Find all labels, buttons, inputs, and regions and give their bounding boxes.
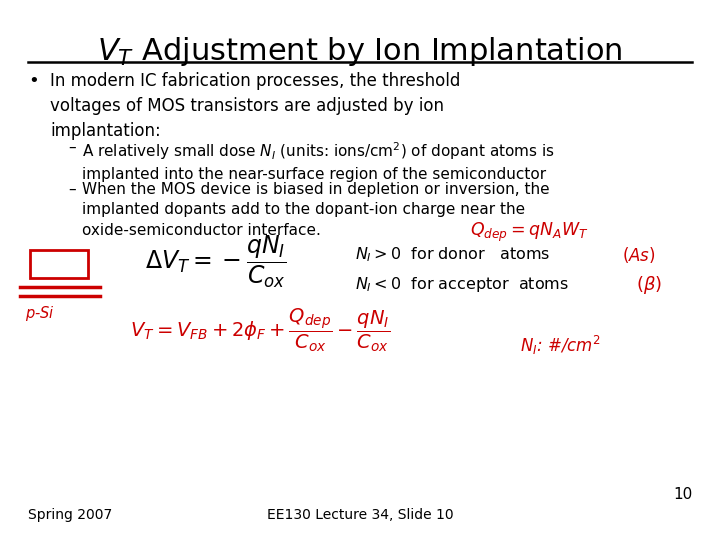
Text: $\it{V}_T$ Adjustment by Ion Implantation: $\it{V}_T$ Adjustment by Ion Implantatio… <box>97 35 623 68</box>
Text: In modern IC fabrication processes, the threshold
voltages of MOS transistors ar: In modern IC fabrication processes, the … <box>50 72 460 140</box>
Text: $N_I > 0$  for donor   atoms: $N_I > 0$ for donor atoms <box>355 246 551 265</box>
Text: –: – <box>68 140 76 155</box>
Text: Spring 2007: Spring 2007 <box>28 508 112 522</box>
Text: EE130 Lecture 34, Slide 10: EE130 Lecture 34, Slide 10 <box>266 508 454 522</box>
Text: $(As)$: $(As)$ <box>622 245 656 265</box>
Text: A relatively small dose $N_I$ (units: ions/cm$^2$) of dopant atoms is
implanted : A relatively small dose $N_I$ (units: io… <box>82 140 554 182</box>
Text: $(\beta)$: $(\beta)$ <box>636 274 662 296</box>
Text: •: • <box>28 72 39 90</box>
Text: $N_I$: #/cm$^2$: $N_I$: #/cm$^2$ <box>520 333 600 356</box>
Text: –: – <box>68 182 76 197</box>
Text: $p$-$Si$: $p$-$Si$ <box>25 304 55 323</box>
Text: $\Delta V_T = -\dfrac{qN_I}{C_{ox}}$: $\Delta V_T = -\dfrac{qN_I}{C_{ox}}$ <box>145 234 287 291</box>
Text: When the MOS device is biased in depletion or inversion, the
implanted dopants a: When the MOS device is biased in depleti… <box>82 182 549 238</box>
Text: $Q_{dep} = qN_AW_T$: $Q_{dep} = qN_AW_T$ <box>470 220 589 244</box>
Text: 10: 10 <box>674 487 693 502</box>
Text: $N_I < 0$  for acceptor  atoms: $N_I < 0$ for acceptor atoms <box>355 275 569 294</box>
Text: $V_T = V_{FB} + 2\phi_F + \dfrac{Q_{dep}}{C_{ox}} - \dfrac{qN_I}{C_{ox}}$: $V_T = V_{FB} + 2\phi_F + \dfrac{Q_{dep}… <box>130 306 390 354</box>
Bar <box>30 250 88 278</box>
